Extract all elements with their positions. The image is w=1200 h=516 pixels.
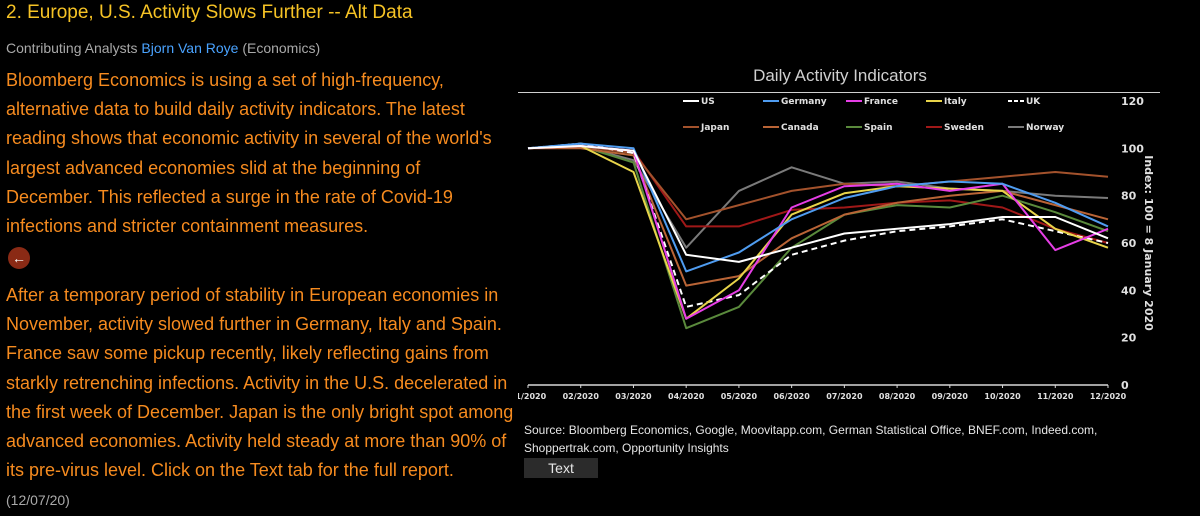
y-tick-label: 40: [1121, 284, 1137, 297]
series-line-france: [527, 145, 1109, 320]
legend-label-france: France: [864, 97, 898, 107]
legend-label-spain: Spain: [864, 123, 893, 133]
y-tick-label: 100: [1121, 142, 1144, 155]
chart-title: Daily Activity Indicators: [753, 66, 927, 85]
byline-prefix: Contributing Analysts: [6, 40, 138, 56]
x-tick-label: 11/2020: [1037, 392, 1074, 401]
source-note: Source: Bloomberg Economics, Google, Moo…: [524, 423, 1098, 455]
x-tick-label: 04/2020: [668, 392, 705, 401]
series-line-germany: [527, 142, 1109, 273]
x-tick-label: 09/2020: [932, 392, 969, 401]
x-tick-label: 03/2020: [615, 392, 652, 401]
series-line-italy: [527, 145, 1109, 320]
x-tick-label: 06/2020: [773, 392, 810, 401]
back-button[interactable]: ←: [8, 247, 30, 269]
story-title: 2. Europe, U.S. Activity Slows Further -…: [6, 2, 413, 23]
x-tick-label: 01/2020: [518, 392, 547, 401]
legend-label-japan: Japan: [700, 123, 729, 133]
series-line-us: [527, 145, 1109, 263]
x-tick-label: 10/2020: [984, 392, 1021, 401]
legend-label-italy: Italy: [944, 97, 967, 107]
y-tick-label: 60: [1121, 237, 1137, 250]
left-arrow-icon: ←: [12, 250, 26, 266]
analyst-dept: (Economics): [242, 40, 321, 56]
y-tick-label: 0: [1121, 379, 1129, 392]
legend-label-canada: Canada: [781, 123, 819, 133]
x-tick-label: 07/2020: [826, 392, 863, 401]
paragraph-2: After a temporary period of stability in…: [6, 281, 516, 516]
paragraph-2-text: After a temporary period of stability in…: [6, 285, 514, 481]
x-tick-label: 08/2020: [879, 392, 916, 401]
y-tick-label: 120: [1121, 95, 1144, 108]
series-line-sweden: [527, 145, 1109, 244]
series-line-norway: [527, 145, 1109, 249]
series-line-uk: [527, 142, 1109, 308]
y-tick-label: 20: [1121, 332, 1137, 345]
y-axis-label: Index: 100 = 8 January 2020: [1142, 155, 1155, 331]
chart-title-divider: [518, 92, 1160, 93]
legend-label-us: US: [701, 97, 715, 107]
series-line-japan: [527, 145, 1109, 221]
series-line-spain: [527, 145, 1109, 330]
legend-label-norway: Norway: [1026, 123, 1064, 133]
y-tick-label: 80: [1121, 190, 1137, 203]
activity-chart: 01/2020 02/2020 03/2020 04/2020 05/2020 06/20…: [518, 95, 1155, 401]
legend-label-sweden: Sweden: [944, 123, 984, 133]
story-date: (12/07/20): [6, 492, 70, 509]
legend-label-germany: Germany: [781, 97, 827, 107]
text-tab-button[interactable]: Text: [524, 458, 598, 478]
x-tick-label: 02/2020: [563, 392, 600, 401]
analyst-link[interactable]: Bjorn Van Roye: [141, 40, 239, 56]
paragraph-1: Bloomberg Economics is using a set of hi…: [6, 70, 492, 237]
legend-label-uk: UK: [1026, 97, 1041, 107]
x-tick-label: 12/2020: [1090, 392, 1127, 401]
x-tick-label: 05/2020: [721, 392, 758, 401]
byline: Contributing Analysts Bjorn Van Roye (Ec…: [6, 40, 320, 56]
